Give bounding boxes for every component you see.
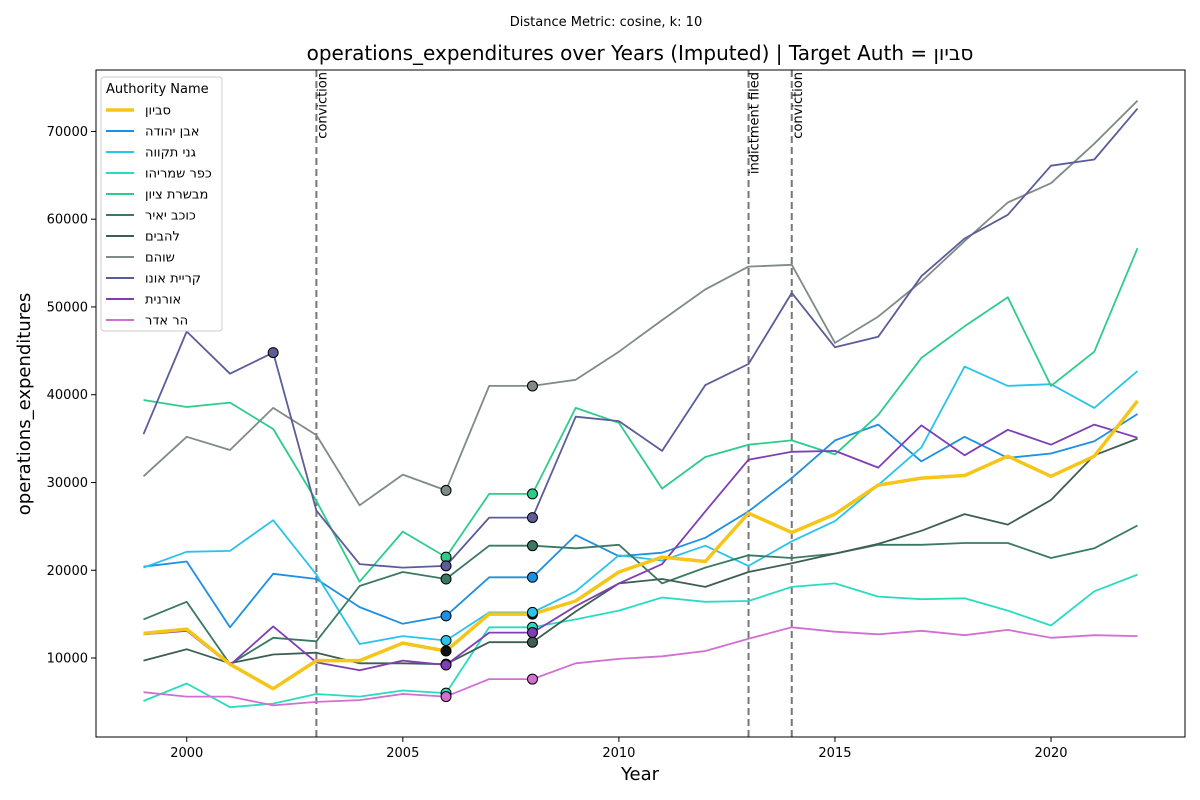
chart-suptitle: Distance Metric: cosine, k: 10 (510, 15, 702, 30)
imputed-markers (267, 347, 538, 703)
imputed-point (440, 634, 452, 646)
imputed-point (526, 488, 538, 500)
legend-label: קריית אונו (145, 272, 201, 287)
imputed-point (526, 606, 538, 618)
legend-items: סביון אבן יהודה גני תקווה כפר שמריהו מבשרת צ… (106, 104, 212, 329)
legend-label: מבשרת ציון (145, 188, 208, 203)
legend-label: שוהם (145, 251, 175, 266)
event-label: conviction (315, 72, 330, 139)
series-line (143, 413, 1138, 629)
imputed-point (440, 560, 452, 572)
axes-frame (95, 69, 1186, 738)
imputed-point (440, 573, 452, 585)
series-line (143, 437, 1138, 666)
legend-label: כפר שמריהו (145, 167, 212, 182)
series-line (142, 100, 1139, 507)
imputed-point (440, 691, 452, 703)
series-line (143, 365, 1139, 645)
imputed-point (526, 627, 538, 639)
y-tick-label: 40000 (47, 388, 88, 403)
x-tick-label: 2000 (170, 746, 203, 761)
imputed-point (267, 347, 279, 359)
y-tick-label: 70000 (47, 125, 88, 140)
imputed-point (440, 645, 452, 657)
legend-label: סביון (145, 104, 171, 119)
chart-title: operations_expenditures over Years (Impu… (307, 41, 974, 65)
event-label: conviction (791, 72, 806, 139)
imputed-point (526, 636, 538, 648)
series-line (143, 423, 1138, 672)
event-lines: conviction indictment filed conviction (315, 70, 806, 737)
plot-area: conviction indictment filed conviction 200… (47, 69, 1186, 761)
legend-frame (100, 76, 223, 332)
series-line (142, 108, 1139, 569)
y-axis-label: operations_expenditures (14, 293, 35, 515)
legend: Authority Name סביון אבן יהודה גני תקווה כפ… (100, 76, 223, 332)
event-label: indictment filed (748, 72, 763, 174)
legend-label: אורנית (145, 293, 181, 308)
imputed-point (526, 380, 538, 392)
x-tick-label: 2020 (1034, 746, 1067, 761)
y-axis-ticks: 10000 20000 30000 40000 50000 60000 70000 (47, 125, 96, 667)
imputed-point (440, 610, 452, 622)
y-tick-label: 10000 (47, 652, 88, 667)
imputed-point (526, 571, 538, 583)
imputed-point (526, 512, 538, 524)
series-line (143, 573, 1138, 709)
y-tick-label: 60000 (47, 213, 88, 228)
legend-label: אבן יהודה (145, 125, 199, 140)
x-tick-label: 2010 (602, 746, 635, 761)
imputed-point (526, 540, 538, 552)
x-axis-label: Year (620, 764, 660, 785)
x-tick-label: 2005 (386, 746, 419, 761)
series-line (143, 626, 1138, 707)
x-tick-label: 2015 (818, 746, 851, 761)
legend-label: גני תקווה (145, 146, 196, 161)
y-tick-label: 50000 (47, 300, 88, 315)
imputed-point (440, 484, 452, 496)
series-line (143, 399, 1139, 691)
y-tick-label: 20000 (47, 564, 88, 579)
series-lines (142, 100, 1139, 709)
x-axis-ticks: 2000 2005 2010 2015 2020 (170, 737, 1068, 761)
series-line (143, 247, 1139, 583)
y-tick-label: 30000 (47, 476, 88, 491)
legend-label: כוכב יאיר (145, 209, 196, 224)
imputed-point (526, 673, 538, 685)
legend-label: הר אדר (145, 314, 188, 329)
legend-title: Authority Name (106, 82, 209, 97)
imputed-point (440, 659, 452, 671)
legend-label: להבים (145, 230, 180, 245)
